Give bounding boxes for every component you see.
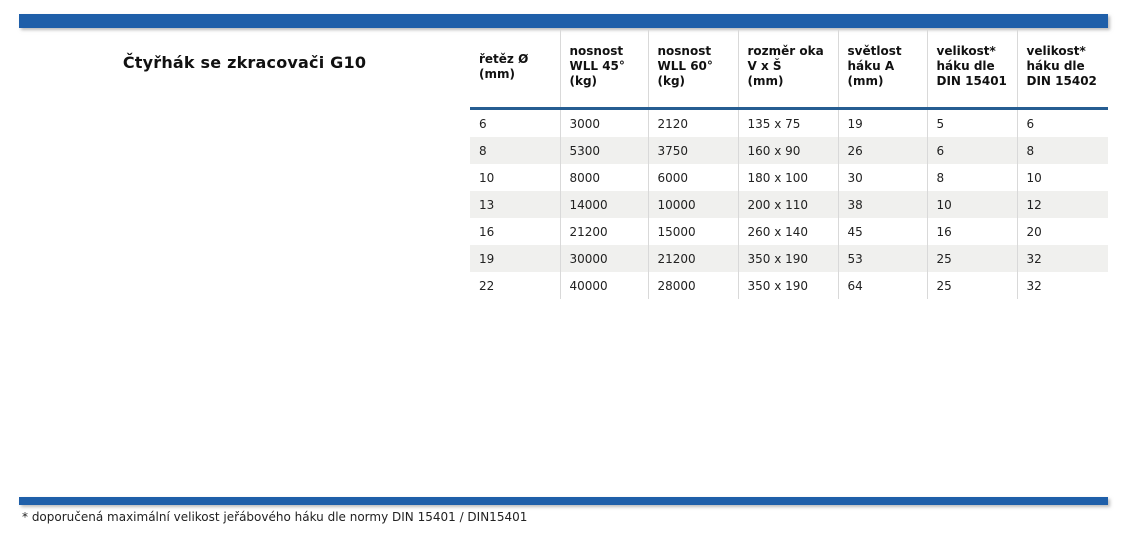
table-cell: 32 — [1016, 245, 1108, 272]
header-cell: nosnost WLL 60° (kg) — [647, 30, 738, 110]
spec-table-head: řetěz Ø (mm) nosnost WLL 45° (kg) nosnost … — [470, 30, 1108, 110]
table-cell: 5300 — [559, 137, 648, 164]
top-accent-bar — [19, 14, 1108, 28]
table-cell: 10000 — [647, 191, 738, 218]
table-cell: 30 — [837, 164, 927, 191]
table-cell: 38 — [837, 191, 927, 218]
table-cell: 64 — [837, 272, 927, 299]
table-cell: 200 x 110 — [737, 191, 838, 218]
table-cell: 8000 — [559, 164, 648, 191]
table-cell: 19 — [470, 245, 560, 272]
spec-table-body: 6 3000 2120 135 x 75 19 5 6 8 5300 3750 160 x 90 26… — [470, 108, 1108, 299]
table-cell: 16 — [926, 218, 1017, 245]
table-cell: 350 x 190 — [737, 272, 838, 299]
page-title: Čtyřhák se zkracovači G10 — [122, 53, 367, 72]
table-cell: 25 — [926, 245, 1017, 272]
table-cell: 6 — [1016, 108, 1108, 137]
table-cell: 19 — [837, 108, 927, 137]
table-cell: 21200 — [647, 245, 738, 272]
table-cell: 10 — [926, 191, 1017, 218]
table-row: 22 40000 28000 350 x 190 64 25 32 — [470, 272, 1108, 299]
table-row: 13 14000 10000 200 x 110 38 10 12 — [470, 191, 1108, 218]
table-cell: 260 x 140 — [737, 218, 838, 245]
table-cell: 20 — [1016, 218, 1108, 245]
table-cell: 26 — [837, 137, 927, 164]
table-cell: 16 — [479, 224, 495, 239]
header-cell: světlost háku A (mm) — [837, 30, 927, 110]
table-row: 16 21200 15000 260 x 140 45 16 20 — [470, 218, 1108, 245]
table-row: 8 5300 3750 160 x 90 26 6 8 — [470, 137, 1108, 164]
table-row: 10 8000 6000 180 x 100 30 8 10 — [470, 164, 1108, 191]
table-cell: 6 — [479, 116, 487, 131]
spec-table: řetěz Ø (mm) nosnost WLL 45° (kg) nosnost … — [470, 30, 1108, 299]
table-cell: 32 — [1016, 272, 1108, 299]
bottom-accent-bar — [19, 497, 1108, 505]
table-cell: 25 — [926, 272, 1017, 299]
footnote: * doporučená maximální velikost jeřábové… — [22, 510, 528, 524]
header-row: řetěz Ø (mm) nosnost WLL 45° (kg) nosnost … — [470, 30, 1108, 110]
table-cell: 12 — [1016, 191, 1108, 218]
table-row: 6 3000 2120 135 x 75 19 5 6 — [470, 108, 1108, 137]
header-cell: velikost* háku dle DIN 15401 — [926, 30, 1017, 110]
table-cell: 14000 — [559, 191, 648, 218]
table-cell: 22 — [479, 278, 495, 293]
table-cell: 180 x 100 — [737, 164, 838, 191]
table-cell: 8 — [470, 137, 560, 164]
table-cell: 21200 — [559, 218, 648, 245]
table-cell: 28000 — [647, 272, 738, 299]
table-cell: 15000 — [647, 218, 738, 245]
table-cell: 3000 — [559, 108, 648, 137]
table-cell: 8 — [926, 164, 1017, 191]
header-cell: rozměr oka V x Š (mm) — [737, 30, 838, 110]
table-cell: 30000 — [559, 245, 648, 272]
table-cell: 6000 — [647, 164, 738, 191]
table-cell: 8 — [1016, 137, 1108, 164]
table-cell: 350 x 190 — [737, 245, 838, 272]
table-cell: 160 x 90 — [737, 137, 838, 164]
table-cell: 53 — [837, 245, 927, 272]
table-cell: 13 — [470, 191, 560, 218]
header-cell: velikost* háku dle DIN 15402 — [1016, 30, 1108, 110]
table-cell: 2120 — [647, 108, 738, 137]
table-row: 19 30000 21200 350 x 190 53 25 32 — [470, 245, 1108, 272]
header-cell: nosnost WLL 45° (kg) — [559, 30, 648, 110]
table-cell: 5 — [926, 108, 1017, 137]
table-cell: 6 — [926, 137, 1017, 164]
table-cell: 3750 — [647, 137, 738, 164]
header-cell: řetěz Ø (mm) — [470, 30, 560, 110]
table-cell: 10 — [479, 170, 495, 185]
table-cell: 45 — [837, 218, 927, 245]
table-cell: 40000 — [559, 272, 648, 299]
table-cell: 135 x 75 — [737, 108, 838, 137]
table-cell: 10 — [1016, 164, 1108, 191]
